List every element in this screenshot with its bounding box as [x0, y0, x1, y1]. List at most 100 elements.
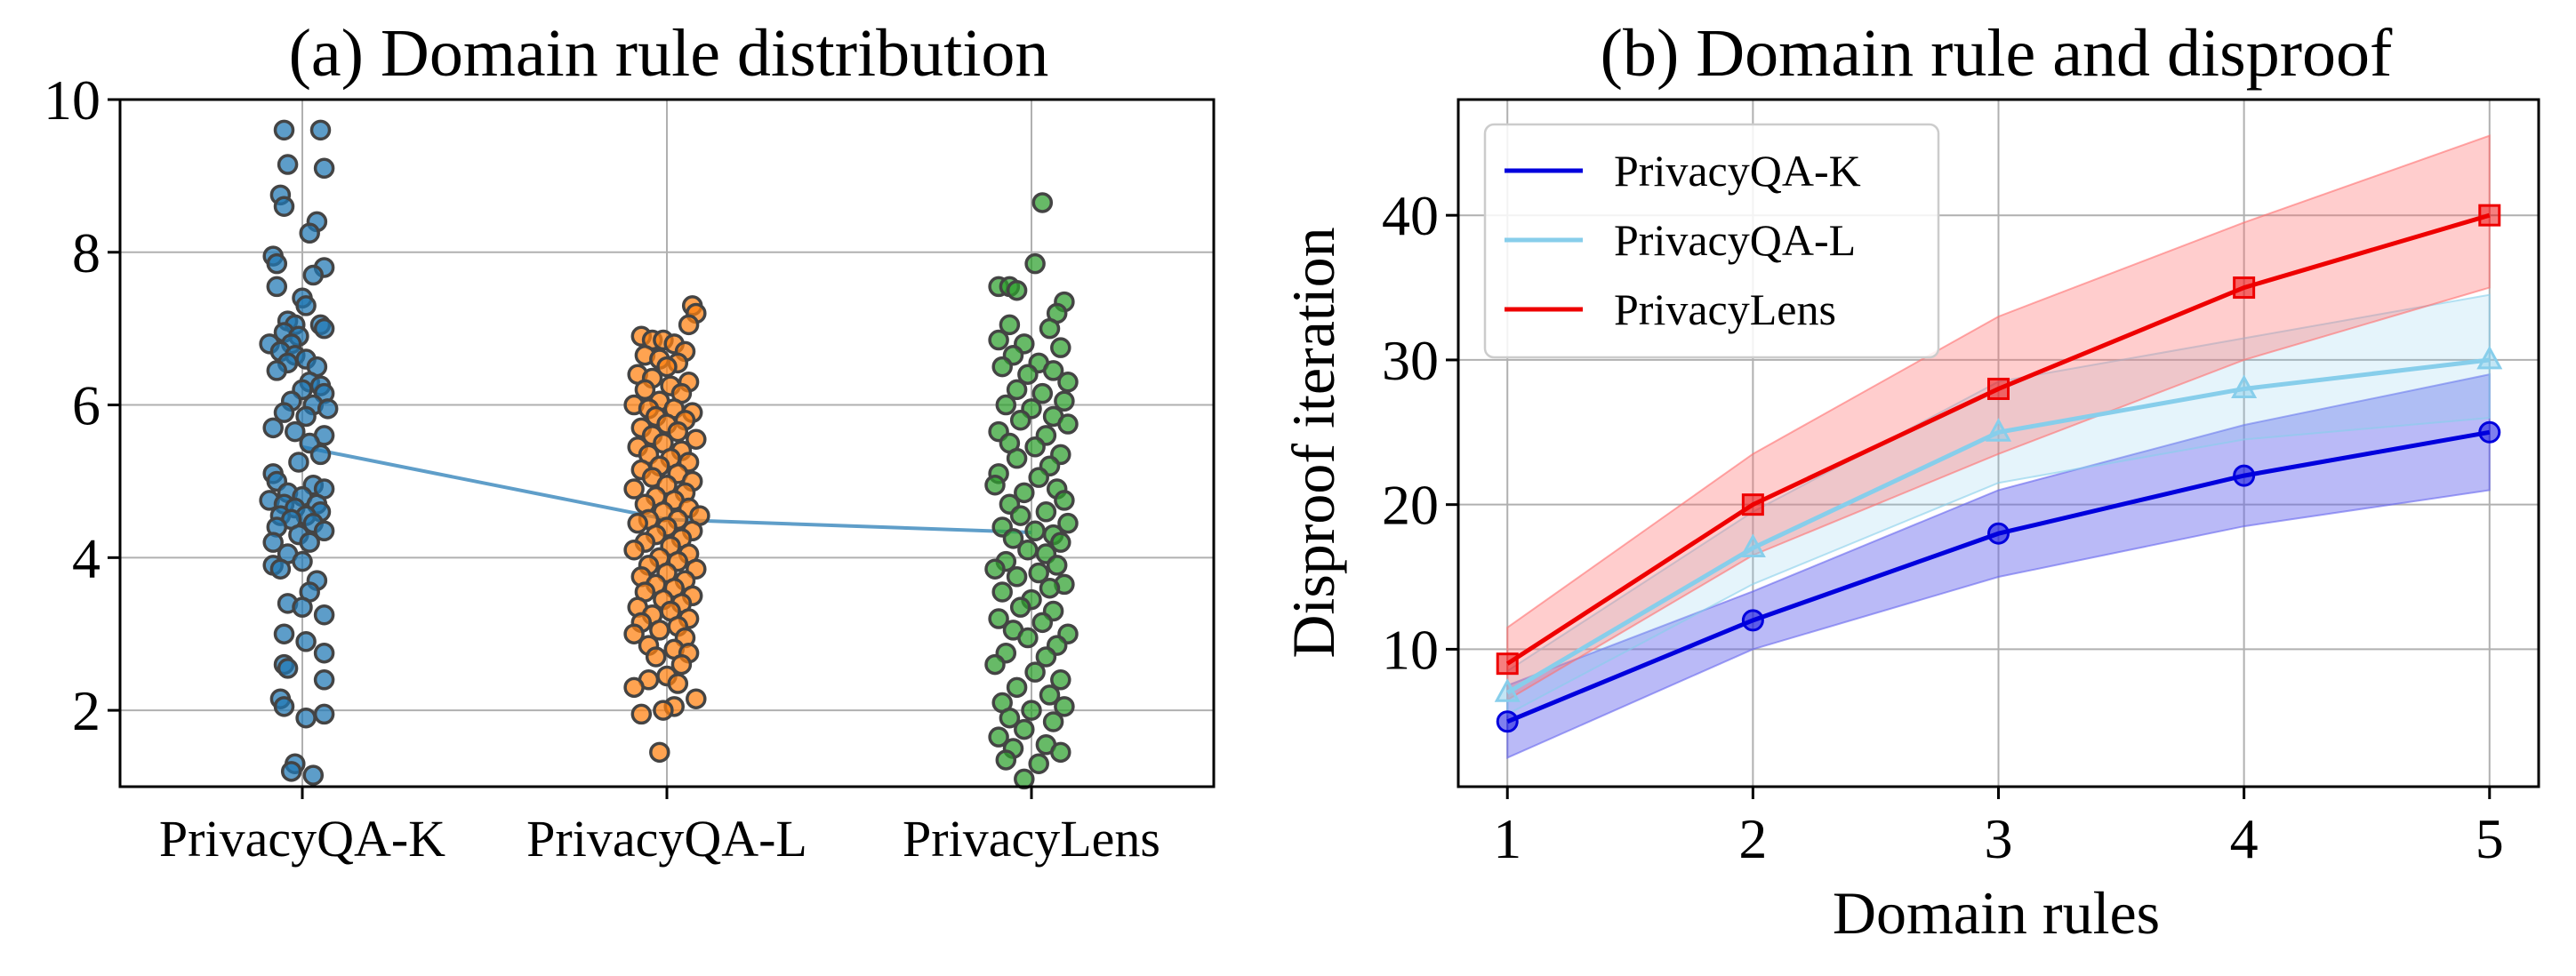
panel-a-point-privacylens-1	[1024, 252, 1046, 275]
panel-a-point-privacyqa-k-62	[262, 532, 284, 553]
panel-a-point-privacylens-59	[1009, 596, 1031, 618]
panel-b-marker-privacyqa-l-4	[2231, 374, 2258, 398]
panel-a-point-privacyqa-l-95	[630, 703, 653, 725]
panel-a-point-privacyqa-k-71	[292, 596, 313, 618]
panel-a-y-tick-label-10: 10	[44, 68, 100, 132]
panel-a-point-privacylens-40	[1035, 501, 1057, 523]
panel-b-title: (b) Domain rule and disproof	[1601, 16, 2393, 91]
panel-b-marker-privacylens-2	[1741, 493, 1764, 516]
panel-a-point-privacylens-44	[1024, 520, 1046, 542]
panel-a-point-privacyqa-k-0	[273, 119, 295, 141]
panel-b-marker-privacyqa-k-3	[1987, 522, 2010, 545]
panel-a-point-privacyqa-l-90	[667, 673, 689, 694]
panel-a-point-privacylens-41	[1009, 505, 1031, 526]
panel-b-marker-privacyqa-k-2	[1741, 609, 1764, 632]
panel-a-point-privacyqa-k-43	[288, 452, 309, 473]
panel-a-point-privacyqa-k-7	[299, 222, 320, 244]
panel-a-point-privacylens-14	[991, 356, 1013, 378]
panel-a-point-privacylens-31	[1006, 447, 1028, 469]
panel-b-marker-privacyqa-l-1	[1494, 678, 1521, 702]
panel-a-point-privacyqa-k-2	[277, 154, 299, 175]
panel-b-x-tick-label-3: 3	[1985, 807, 2013, 870]
panel-a-point-privacylens-83	[1050, 741, 1071, 764]
panel-a-point-privacylens-11	[1050, 337, 1071, 358]
panel-a-point-privacyqa-k-78	[313, 669, 335, 691]
panel-a-point-privacyqa-k-36	[273, 402, 295, 423]
panel-a-point-privacylens-56	[1039, 577, 1061, 599]
panel-a-point-privacyqa-l-2	[678, 314, 700, 336]
panel-b-legend-label-privacyqa-k: PrivacyQA-K	[1614, 146, 1861, 196]
panel-b-domain-rule-and-disproof: (b) Domain rule and disproof 10 20 30 40 1 2…	[1280, 16, 2540, 947]
panel-a-point-privacyqa-k-3	[313, 157, 335, 180]
panel-a-point-privacyqa-k-77	[277, 658, 299, 679]
panel-a-point-privacylens-47	[1050, 532, 1071, 553]
panel-a-point-privacyqa-l-42	[623, 478, 645, 500]
panel-a-point-privacylens-51	[1046, 555, 1068, 576]
panel-a-point-privacyqa-k-39	[285, 420, 306, 443]
panel-b-x-tick-label-5: 5	[2476, 807, 2504, 870]
panel-a-x-tick-label-privacyqa-k: PrivacyQA-K	[159, 810, 445, 868]
panel-a-point-privacylens-34	[1028, 467, 1049, 488]
panel-a-point-privacylens-53	[1028, 562, 1049, 584]
panel-b-y-tick-label-20: 20	[1382, 474, 1439, 537]
panel-a-x-tick-label-privacylens: PrivacyLens	[903, 810, 1160, 868]
panel-a-point-privacyqa-k-80	[273, 696, 295, 717]
panel-a-point-privacyqa-l-87	[670, 653, 693, 676]
panel-a-point-privacylens-73	[1039, 684, 1061, 706]
panel-a-point-privacyqa-k-28	[266, 360, 288, 381]
panel-a-point-privacyqa-k-11	[302, 264, 325, 286]
panel-a-point-privacylens-86	[1014, 768, 1035, 790]
panel-a-point-privacylens-25	[1057, 413, 1079, 435]
panel-a-point-privacylens-29	[1024, 436, 1046, 458]
panel-a-point-privacylens-76	[1021, 700, 1042, 721]
panel-a-point-privacyqa-k-35	[317, 398, 339, 420]
panel-a-point-privacyqa-k-65	[292, 550, 313, 572]
panel-b-marker-privacyqa-k-1	[1496, 710, 1519, 733]
panel-b-x-axis-label: Domain rules	[1833, 879, 2160, 947]
panel-a-point-privacylens-18	[1006, 379, 1028, 401]
panel-a-point-privacylens-21	[995, 394, 1017, 416]
panel-b-marker-privacyqa-k-5	[2478, 420, 2501, 444]
panel-b-y-axis-label: Disproof iteration	[1280, 227, 1347, 658]
panel-a-point-privacyqa-k-63	[299, 532, 320, 553]
panel-a-point-privacylens-70	[1024, 661, 1046, 683]
panel-a-point-privacyqa-k-84	[280, 761, 302, 782]
panel-a-point-privacyqa-k-82	[295, 707, 317, 729]
panel-a-point-privacyqa-k-60	[313, 520, 335, 542]
panel-a-point-privacylens-80	[988, 726, 1009, 748]
panel-a-point-privacylens-0	[1031, 192, 1054, 213]
panel-a-point-privacylens-8	[1039, 317, 1061, 340]
panel-a-point-privacylens-79	[1014, 718, 1035, 740]
panel-a-x-ticks: PrivacyQA-K PrivacyQA-L PrivacyLens	[159, 787, 1160, 868]
panel-a-point-privacylens-35	[984, 474, 1006, 496]
panel-a-point-privacylens-46	[1002, 528, 1024, 549]
panel-a-point-privacylens-19	[1031, 382, 1054, 404]
panel-a-point-privacylens-15	[1042, 360, 1064, 381]
panel-b-x-tick-label-4: 4	[2230, 807, 2259, 870]
panel-a-domain-rule-distribution: (a) Domain rule distribution 2 4 6 8 10 Priv…	[44, 16, 1216, 868]
panel-a-point-privacyqa-l-81	[623, 623, 645, 644]
panel-a-y-tick-label-8: 8	[72, 221, 100, 284]
panel-a-y-tick-label-6: 6	[72, 374, 100, 437]
panel-b-marker-privacyqa-l-3	[1985, 418, 2012, 442]
panel-a-point-privacyqa-k-75	[313, 642, 335, 664]
panel-a-y-ticks: 2 4 6 8 10	[44, 68, 120, 742]
panel-a-x-tick-label-privacyqa-l: PrivacyQA-L	[526, 810, 807, 868]
panel-a-point-privacyqa-k-42	[309, 444, 332, 466]
panel-a-point-privacyqa-l-11	[656, 356, 678, 378]
panel-a-point-privacylens-71	[1050, 669, 1071, 691]
panel-a-point-privacyqa-l-91	[623, 676, 645, 699]
panel-a-point-privacylens-7	[999, 314, 1021, 336]
panel-b-legend-label-privacylens: PrivacyLens	[1614, 284, 1836, 334]
panel-a-point-privacylens-16	[1017, 364, 1039, 385]
panel-a-point-privacylens-84	[995, 749, 1017, 771]
panel-a-point-privacylens-52	[984, 558, 1006, 580]
panel-b-x-ticks: 1 2 3 4 5	[1493, 787, 2504, 870]
panel-a-point-privacylens-78	[1042, 711, 1064, 732]
panel-a-point-privacyqa-l-92	[686, 688, 707, 709]
panel-b-marker-privacyqa-k-4	[2233, 464, 2256, 487]
panel-a-point-privacylens-9	[988, 329, 1009, 351]
panel-b-marker-privacyqa-l-2	[1739, 533, 1766, 557]
panel-a-point-privacyqa-k-1	[309, 119, 332, 141]
